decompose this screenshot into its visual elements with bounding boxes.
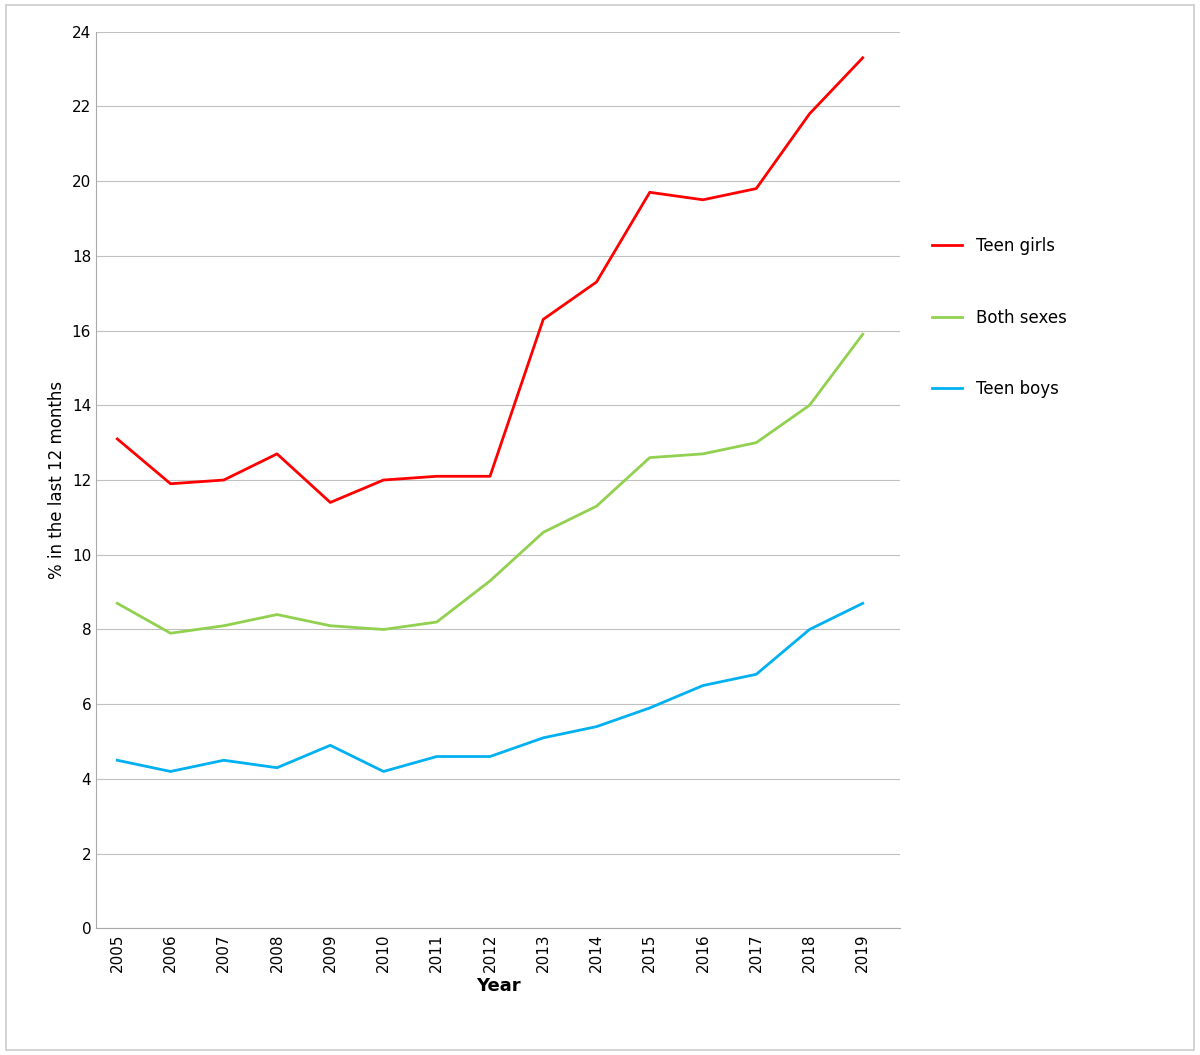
Legend: Teen girls, Both sexes, Teen boys: Teen girls, Both sexes, Teen boys xyxy=(932,237,1067,398)
Y-axis label: % in the last 12 months: % in the last 12 months xyxy=(48,381,66,579)
X-axis label: Year: Year xyxy=(475,977,521,996)
